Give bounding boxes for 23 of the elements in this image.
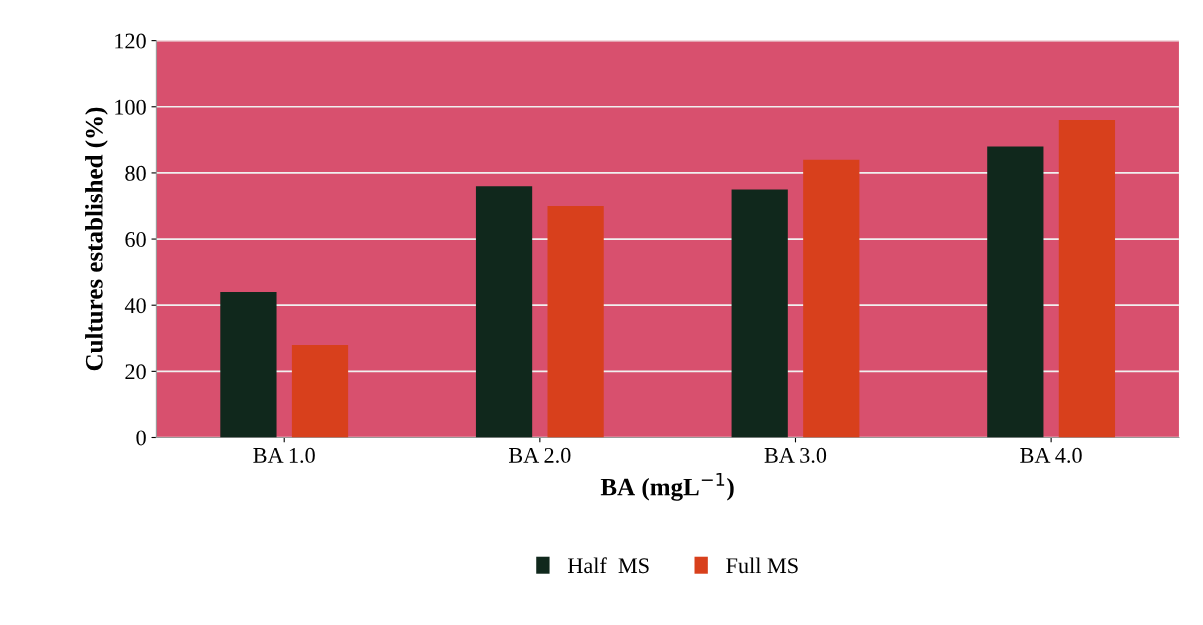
y-tick-label: 20 [125, 364, 146, 380]
x-tick-label: BA 2.0 [508, 447, 571, 463]
x-tick-label: BA 3.0 [764, 447, 827, 463]
bar [220, 291, 277, 438]
x-tick-label: BA 1.0 [253, 447, 315, 463]
y-tick-label: 60 [125, 231, 146, 247]
legend-label: Half MS [567, 557, 649, 574]
bar [803, 159, 860, 438]
y-tick-label: 80 [125, 165, 146, 181]
y-tick-label: 100 [115, 99, 146, 115]
x-tick-label: BA 4.0 [1020, 447, 1082, 463]
x-axis-title: BA (mgL$^{−1}$) [600, 472, 734, 501]
bar [475, 186, 533, 438]
bar [291, 344, 349, 438]
legend-label: Full MS [726, 557, 798, 574]
bar [731, 189, 788, 438]
bar [547, 205, 604, 438]
y-tick-label: 0 [136, 430, 146, 446]
y-axis-title: Cultures established (%) [85, 107, 108, 371]
bar [987, 146, 1044, 438]
y-tick-label: 120 [115, 33, 146, 49]
bar [1058, 120, 1116, 438]
y-tick-label: 40 [124, 298, 146, 314]
